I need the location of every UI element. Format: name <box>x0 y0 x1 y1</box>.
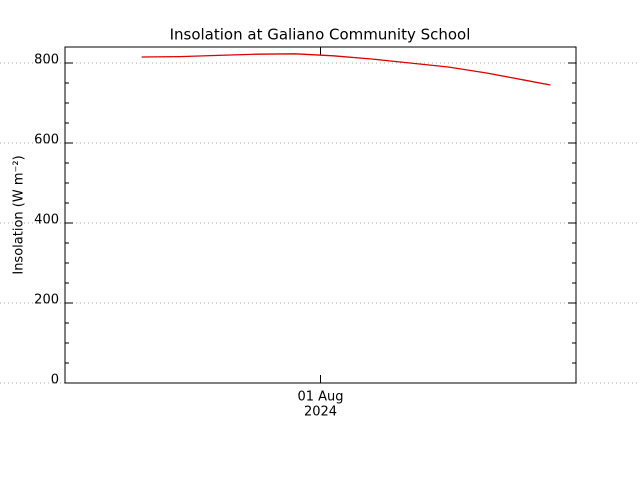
y-tick-label: 800 <box>34 53 59 68</box>
plot-frame <box>64 46 577 384</box>
y-tick-label: 200 <box>34 293 59 308</box>
x-tick-label: 01 Aug <box>297 390 343 405</box>
x-tick-label: 2024 <box>304 405 337 420</box>
y-tick-label: 600 <box>34 133 59 148</box>
y-tick-label: 0 <box>51 373 59 388</box>
y-axis-label: Insolation (W m⁻²) <box>12 155 27 274</box>
y-tick-label: 400 <box>34 213 59 228</box>
chart-title: Insolation at Galiano Community School <box>170 26 471 44</box>
data-line <box>141 53 551 86</box>
